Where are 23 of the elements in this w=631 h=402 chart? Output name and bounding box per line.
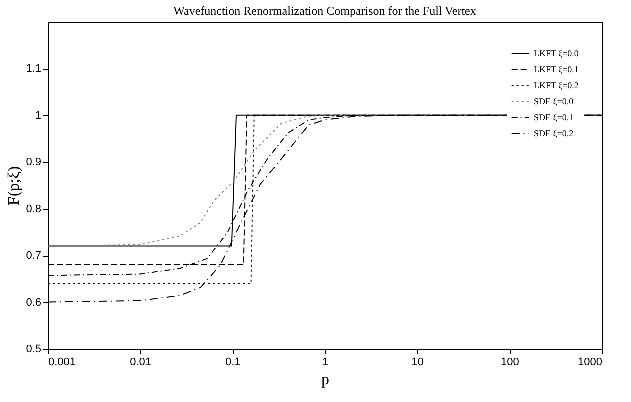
- chart-title: Wavefunction Renormalization Comparison for the Full Vertex: [174, 4, 476, 18]
- legend-label: SDE ξ=0.2: [534, 128, 574, 138]
- y-tick-label: 0.8: [26, 203, 42, 216]
- y-tick-label: 1: [35, 110, 42, 122]
- x-tick-label: 0.1: [226, 356, 241, 368]
- x-tick-label: 100: [500, 356, 520, 368]
- y-tick-label: 1.1: [26, 63, 42, 76]
- x-tick-label: 10: [412, 356, 424, 368]
- x-tick-label: 1: [322, 356, 329, 368]
- x-tick-label: 0.001: [48, 356, 76, 368]
- legend-label: LKFT ξ=0.2: [534, 80, 579, 90]
- x-tick-label: 1000: [578, 356, 602, 368]
- y-tick-label: 0.9: [26, 156, 42, 169]
- legend-label: SDE ξ=0.1: [534, 112, 574, 122]
- y-axis-title: F(p;ξ): [6, 166, 24, 206]
- x-axis-title: p: [322, 372, 330, 388]
- y-tick-label: 0.7: [26, 250, 42, 262]
- y-tick-label: 0.5: [26, 344, 42, 356]
- legend-label: LKFT ξ=0.0: [534, 48, 580, 58]
- legend-label: LKFT ξ=0.1: [534, 64, 579, 74]
- y-tick-label: 0.6: [26, 296, 42, 309]
- legend-label: SDE ξ=0.0: [534, 96, 574, 106]
- x-tick-label: 0.01: [130, 356, 152, 368]
